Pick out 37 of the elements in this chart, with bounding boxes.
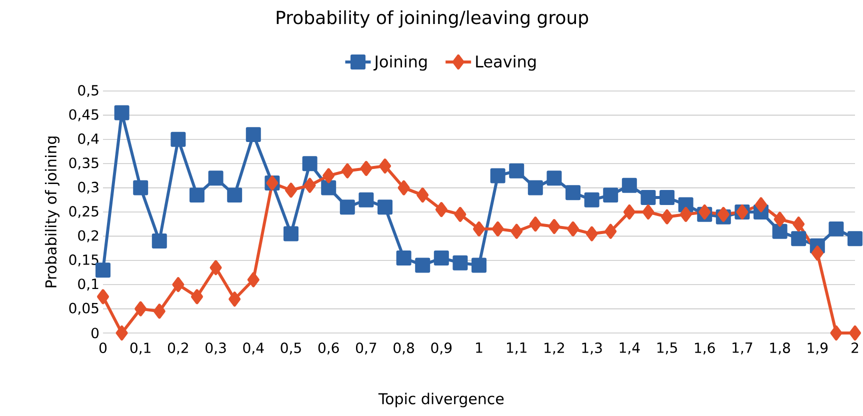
x-tick-label: 0,8 bbox=[394, 342, 414, 355]
x-tick-label: 0,2 bbox=[168, 342, 188, 355]
y-axis-title: Probability of joining bbox=[44, 136, 60, 288]
y-tick-label: 0,05 bbox=[69, 302, 98, 315]
x-tick-label: 0 bbox=[99, 342, 107, 354]
y-tick-label: 0,45 bbox=[69, 109, 98, 122]
x-tick-label: 1,8 bbox=[770, 342, 790, 355]
x-tick-label: 0,5 bbox=[280, 342, 301, 355]
y-tick-label: 0,35 bbox=[69, 158, 98, 170]
x-tick-label: 1 bbox=[476, 342, 482, 353]
x-tick-label: 1,7 bbox=[732, 342, 752, 354]
x-tick-label: 1,1 bbox=[507, 342, 526, 354]
x-tick-label: 0,3 bbox=[206, 342, 226, 355]
x-tick-label: 0,1 bbox=[130, 342, 150, 355]
x-tick-label: 0,7 bbox=[356, 342, 376, 355]
x-tick-label: 1,9 bbox=[808, 342, 828, 355]
x-tick-label: 1,4 bbox=[620, 342, 640, 354]
y-tick-label: 0,25 bbox=[69, 206, 98, 218]
x-tick-label: 1,6 bbox=[695, 342, 715, 355]
y-tick-label: 0,3 bbox=[78, 182, 98, 194]
x-tick-label: 0,4 bbox=[243, 342, 264, 355]
legend-label: Joining bbox=[373, 55, 427, 71]
y-tick-label: 0,5 bbox=[78, 84, 98, 98]
y-tick-label: 0,15 bbox=[69, 254, 98, 266]
chart-title: Probability of joining/leaving group bbox=[276, 10, 588, 28]
legend-label: Leaving bbox=[476, 55, 536, 71]
x-axis-title: Topic divergence bbox=[378, 392, 504, 408]
y-tick-label: 0,4 bbox=[78, 133, 99, 146]
x-tick-label: 1,3 bbox=[582, 342, 602, 355]
x-tick-label: 1,2 bbox=[544, 342, 564, 355]
y-tick-label: 0 bbox=[91, 328, 99, 338]
y-tick-label: 0,1 bbox=[78, 278, 98, 291]
y-tick-label: 0,2 bbox=[78, 230, 98, 242]
x-tick-label: 0,9 bbox=[431, 342, 452, 355]
x-tick-label: 2 bbox=[852, 342, 858, 353]
x-tick-label: 0,6 bbox=[318, 342, 339, 355]
x-tick-label: 1,5 bbox=[657, 342, 677, 354]
